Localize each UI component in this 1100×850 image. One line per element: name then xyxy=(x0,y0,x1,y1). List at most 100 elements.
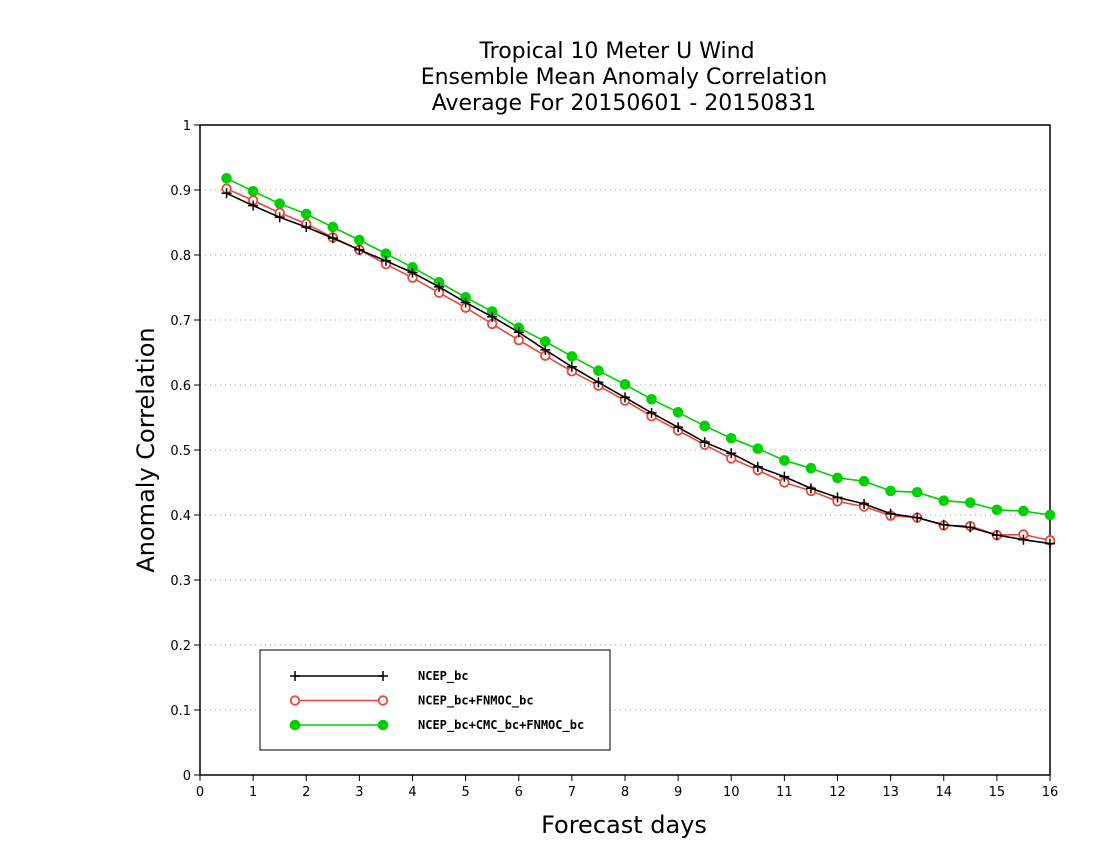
filled-circle-point-marker xyxy=(593,365,604,377)
legend-entry: NCEP_bc xyxy=(290,669,469,684)
filled-circle-point-marker xyxy=(885,485,896,497)
y-tick-label: 1 xyxy=(183,119,191,134)
series-line xyxy=(226,187,1051,542)
filled-circle-point-marker xyxy=(779,455,790,466)
x-tick-label: 8 xyxy=(621,785,629,800)
plus-point-marker xyxy=(301,222,312,233)
plus-point-marker xyxy=(699,437,710,448)
open-circle-point-marker xyxy=(377,695,389,706)
x-tick-label: 7 xyxy=(568,785,576,800)
y-tick-label: 0.9 xyxy=(170,184,191,199)
y-tick-label: 0 xyxy=(183,769,191,784)
plus-point-marker xyxy=(513,327,524,338)
series-ncep-bc-cmc-bc-fnmoc-bc xyxy=(221,173,1056,521)
plus-point-marker xyxy=(965,522,976,533)
legend-label: NCEP_bc+FNMOC_bc xyxy=(418,694,534,709)
x-tick-label: 5 xyxy=(461,785,469,800)
x-tick-label: 16 xyxy=(1042,785,1059,800)
filled-circle-point-marker xyxy=(300,208,312,220)
series-ncep-bc xyxy=(221,188,1055,549)
filled-circle-point-marker xyxy=(540,336,551,347)
y-tick-label: 0.2 xyxy=(170,639,191,654)
filled-circle-point-marker xyxy=(619,379,631,390)
y-tick-label: 0.8 xyxy=(170,249,191,264)
open-circle-point-marker xyxy=(289,695,301,706)
chart-title-line-1: Tropical 10 Meter U Wind xyxy=(478,39,754,64)
filled-circle-point-marker xyxy=(377,719,389,731)
legend-entry: NCEP_bc+FNMOC_bc xyxy=(289,694,534,709)
filled-circle-point-marker xyxy=(289,719,301,731)
plus-point-marker xyxy=(380,255,391,266)
chart-title-line-2: Ensemble Mean Anomaly Correlation xyxy=(421,65,828,90)
series-lines xyxy=(221,173,1056,549)
legend: NCEP_bc NCEP_bc+FNMOC_bc NCEP_bc+CMC_bc+FN… xyxy=(259,649,611,751)
series-line xyxy=(226,177,1051,516)
filled-circle-point-marker xyxy=(672,407,684,418)
filled-circle-point-marker xyxy=(354,234,365,246)
plus-point-marker xyxy=(460,297,471,308)
y-tick-label: 0.3 xyxy=(170,574,191,589)
filled-circle-point-marker xyxy=(965,497,976,508)
x-tick-label: 4 xyxy=(408,785,416,800)
series-ncep-bc-fnmoc-bc xyxy=(221,183,1056,546)
y-tick-label: 0.7 xyxy=(170,314,191,329)
filled-circle-point-marker xyxy=(1044,509,1056,521)
x-tick-label: 0 xyxy=(196,785,204,800)
chart-title: Tropical 10 Meter U Wind Ensemble Mean A… xyxy=(421,39,828,116)
plus-point-marker xyxy=(566,361,577,372)
x-tick-label: 9 xyxy=(674,785,682,800)
filled-circle-point-marker xyxy=(1018,505,1029,517)
filled-circle-point-marker xyxy=(752,443,764,455)
y-axis-ticks: 0 0.1 0.2 0.3 0.4 0.5 0.6 0.7 0.8 0.9 1 xyxy=(170,119,200,784)
filled-circle-point-marker xyxy=(832,472,843,484)
filled-circle-point-marker xyxy=(274,198,285,209)
y-tick-label: 0.6 xyxy=(170,379,191,394)
x-tick-label: 6 xyxy=(515,785,523,800)
plus-point-marker xyxy=(991,530,1002,541)
plus-point-marker xyxy=(752,461,763,472)
y-tick-label: 0.1 xyxy=(170,704,191,719)
plus-point-marker xyxy=(1018,534,1029,545)
filled-circle-point-marker xyxy=(247,186,259,197)
plus-point-marker xyxy=(938,519,949,530)
plus-point-marker xyxy=(487,311,498,322)
x-tick-label: 1 xyxy=(249,785,257,800)
plus-point-marker xyxy=(779,471,790,482)
plus-point-marker xyxy=(354,244,365,255)
plus-point-marker xyxy=(673,422,684,433)
x-tick-label: 14 xyxy=(935,785,952,800)
plus-point-marker xyxy=(378,671,388,681)
plus-point-marker xyxy=(407,267,418,278)
filled-circle-point-marker xyxy=(221,173,232,184)
plus-point-marker xyxy=(274,212,285,223)
gridlines xyxy=(200,189,1050,711)
series-line xyxy=(226,192,1051,545)
plus-point-marker xyxy=(1045,538,1055,549)
legend-entry: NCEP_bc+CMC_bc+FNMOC_bc xyxy=(289,718,584,733)
plus-point-marker xyxy=(540,344,551,355)
plus-point-marker xyxy=(885,508,896,519)
y-tick-label: 0.5 xyxy=(170,444,191,459)
filled-circle-point-marker xyxy=(911,486,923,498)
plus-point-marker xyxy=(859,498,870,509)
plus-point-marker xyxy=(290,671,300,681)
filled-circle-point-marker xyxy=(699,420,710,432)
plus-point-marker xyxy=(832,492,843,503)
filled-circle-point-marker xyxy=(725,433,737,444)
filled-circle-point-marker xyxy=(858,475,870,487)
plus-point-marker xyxy=(593,377,604,388)
y-tick-label: 0.4 xyxy=(170,509,191,524)
x-tick-label: 15 xyxy=(989,785,1006,800)
plus-point-marker xyxy=(434,281,445,292)
x-tick-label: 12 xyxy=(829,785,846,800)
filled-circle-point-marker xyxy=(938,495,950,507)
plus-point-marker xyxy=(912,512,923,523)
x-tick-label: 11 xyxy=(776,785,793,800)
plus-point-marker xyxy=(726,448,737,459)
x-tick-label: 13 xyxy=(882,785,899,800)
plus-point-marker xyxy=(805,483,816,494)
filled-circle-point-marker xyxy=(805,462,817,474)
filled-circle-point-marker xyxy=(327,221,339,233)
filled-circle-point-marker xyxy=(991,504,1003,516)
